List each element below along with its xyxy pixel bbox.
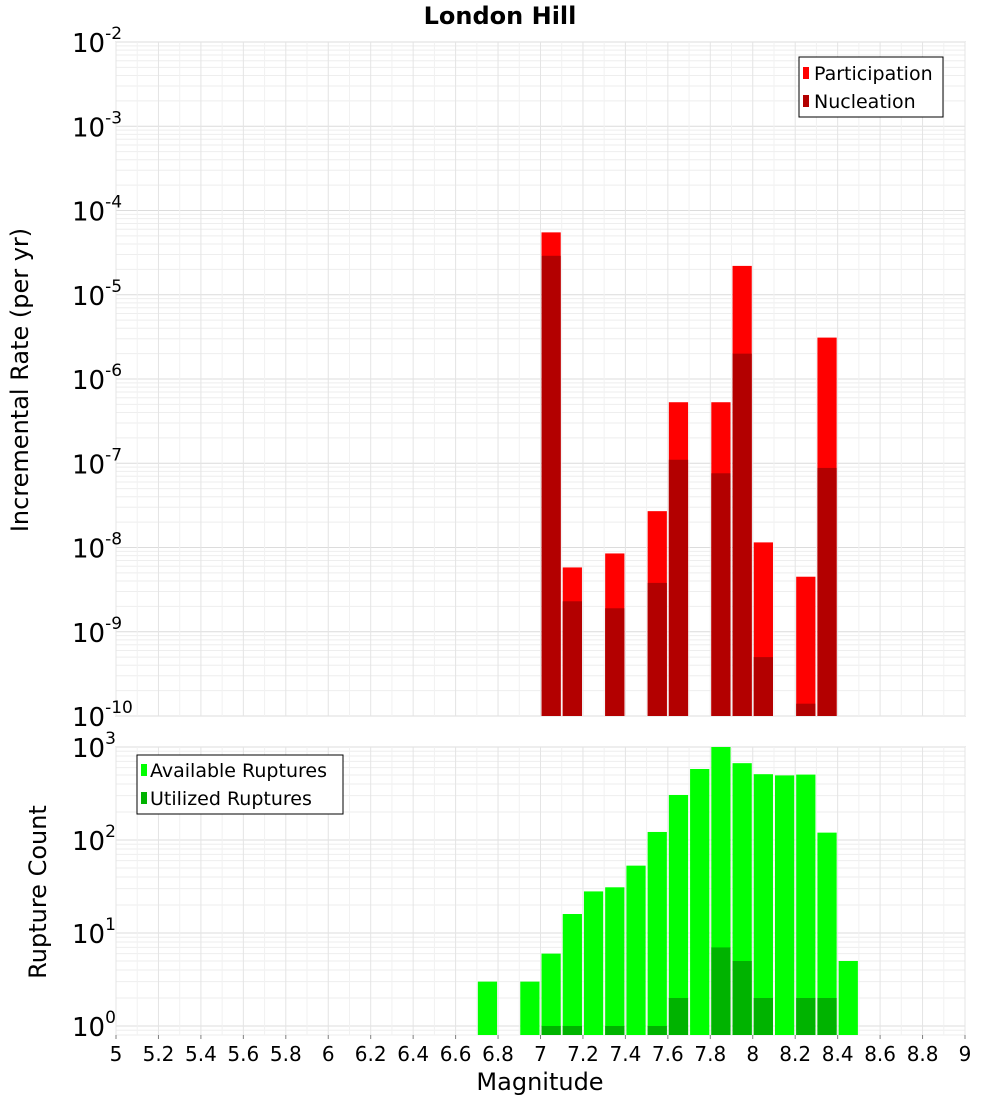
x-tick-label: 7.6: [652, 1042, 684, 1066]
nucleation-bar: [796, 703, 816, 716]
utilized-ruptures-bar: [541, 1025, 561, 1035]
available-ruptures-bar: [477, 981, 498, 1035]
top-legend-box: [798, 56, 944, 118]
nucleation-bar: [668, 459, 689, 716]
y-tick-label: 10-9: [72, 614, 122, 649]
y-tick-label: 101: [72, 915, 116, 950]
x-tick-label: 5.2: [143, 1042, 175, 1066]
bottom-legend: Available Ruptures Utilized Ruptures: [136, 754, 344, 815]
available-ruptures-bar: [753, 774, 773, 1035]
participation-bar: [796, 576, 816, 716]
utilized-ruptures-bar: [647, 1025, 667, 1035]
nucleation-bar: [753, 657, 773, 716]
available-ruptures-bar: [774, 775, 795, 1035]
y-tick-label: 10-7: [72, 445, 122, 480]
y-tick-label: 102: [72, 822, 116, 857]
nucleation-bar: [562, 601, 582, 716]
available-ruptures-bar: [562, 914, 582, 1035]
x-tick-label: 8.8: [907, 1042, 939, 1066]
available-ruptures-bar: [817, 832, 837, 1035]
x-tick-label: 7.2: [567, 1042, 599, 1066]
x-tick-label: 6.6: [440, 1042, 472, 1066]
available-ruptures-bar: [838, 960, 858, 1035]
x-tick-label: 6: [322, 1042, 335, 1066]
bottom-y-axis-label: Rupture Count: [24, 805, 52, 979]
x-tick-label: 7.8: [694, 1042, 726, 1066]
utilized-ruptures-bar: [796, 997, 816, 1035]
y-tick-label: 10-2: [72, 24, 122, 59]
y-tick-label: 100: [72, 1008, 116, 1043]
x-tick-label: 6.8: [482, 1042, 514, 1066]
available-ruptures-bar: [796, 774, 816, 1035]
available-ruptures-bar: [626, 865, 646, 1035]
participation-legend-label: Participation: [814, 63, 933, 85]
chart-title: London Hill: [424, 2, 577, 30]
y-tick-label: 10-3: [72, 108, 122, 143]
utilized-legend-label: Utilized Ruptures: [150, 788, 312, 810]
available-ruptures-bar: [541, 953, 561, 1035]
y-tick-label: 10-8: [72, 530, 122, 565]
available-legend-label: Available Ruptures: [150, 760, 327, 782]
y-tick-label: 10-4: [72, 193, 122, 228]
top-y-axis-label: Incremental Rate (per yr): [6, 228, 34, 532]
nucleation-bar: [817, 467, 837, 716]
available-ruptures-bar: [520, 981, 540, 1035]
utilized-ruptures-bars: [541, 947, 837, 1035]
x-axis-ticks: 5 5.2 5.4 5.6 5.8 6 6.2 6.4 6.6 6.8 7 7.2 7.4 7.6 7.8 8…: [110, 1035, 972, 1066]
x-tick-label: 6.4: [397, 1042, 429, 1066]
x-tick-label: 7.4: [609, 1042, 641, 1066]
y-tick-label: 10-5: [72, 277, 122, 312]
available-ruptures-bar: [668, 794, 689, 1035]
x-tick-label: 9: [959, 1042, 972, 1066]
x-tick-label: 8.2: [779, 1042, 811, 1066]
utilized-ruptures-bar: [732, 960, 752, 1035]
x-tick-label: 5.6: [227, 1042, 259, 1066]
nucleation-legend-label: Nucleation: [814, 91, 916, 113]
top-plot-panel: 10-10 10-9 10-8 10-7 10-6 10-5 10-4 10-3 10-2 In…: [6, 24, 966, 733]
available-ruptures-bar: [690, 769, 710, 1035]
utilized-legend-swatch: [141, 792, 147, 804]
nucleation-bar: [605, 608, 625, 716]
available-ruptures-bar: [605, 887, 625, 1035]
x-tick-label: 8.6: [864, 1042, 896, 1066]
bottom-legend-box: [136, 754, 344, 815]
nucleation-bar: [732, 353, 752, 716]
x-tick-label: 5.8: [270, 1042, 302, 1066]
top-grid: [115, 41, 966, 717]
x-tick-label: 8: [746, 1042, 759, 1066]
top-y-ticks: 10-10 10-9 10-8 10-7 10-6 10-5 10-4 10-3 10-2: [72, 24, 133, 733]
x-tick-label: 5: [110, 1042, 123, 1066]
y-tick-label: 10-6: [72, 361, 122, 396]
nucleation-bars: [541, 255, 837, 717]
x-tick-label: 7: [534, 1042, 547, 1066]
utilized-ruptures-bar: [711, 947, 731, 1035]
x-tick-label: 8.4: [822, 1042, 854, 1066]
x-tick-label: 5.4: [185, 1042, 217, 1066]
y-tick-label: 10-10: [72, 698, 133, 733]
y-tick-label: 103: [72, 729, 116, 764]
bottom-y-ticks: 100 101 102 103: [72, 729, 116, 1043]
utilized-ruptures-bar: [562, 1025, 582, 1035]
nucleation-legend-swatch: [803, 95, 809, 107]
nucleation-bar: [541, 255, 561, 717]
bottom-plot-panel: 100 101 102 103 5 5.2 5.4 5.6 5.8 6 6.2 6.4 6.6 6.8 7…: [24, 729, 971, 1096]
top-legend: Participation Nucleation: [798, 56, 944, 118]
nucleation-bar: [647, 582, 667, 716]
utilized-ruptures-bar: [605, 1025, 625, 1035]
available-ruptures-bar: [647, 831, 667, 1035]
x-axis-label: Magnitude: [476, 1068, 603, 1096]
utilized-ruptures-bar: [817, 997, 837, 1035]
available-ruptures-bar: [583, 891, 604, 1035]
available-legend-swatch: [141, 764, 147, 776]
utilized-ruptures-bar: [668, 997, 689, 1035]
nucleation-bar: [711, 473, 731, 716]
x-tick-label: 6.2: [355, 1042, 387, 1066]
participation-legend-swatch: [803, 67, 809, 79]
utilized-ruptures-bar: [753, 997, 773, 1035]
